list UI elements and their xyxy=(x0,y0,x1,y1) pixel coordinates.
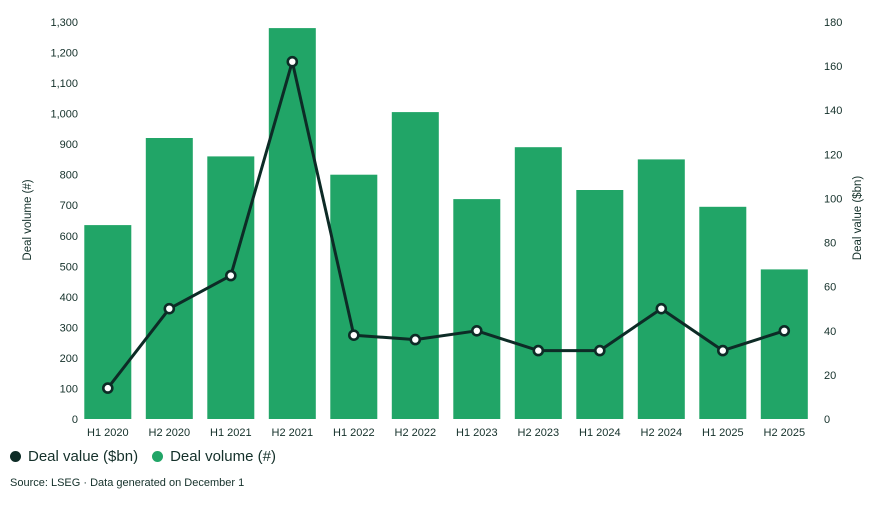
line-point-H1 2020 xyxy=(102,382,114,394)
source-note: Source: LSEG · Data generated on Decembe… xyxy=(10,477,245,489)
bar-H1 2024 xyxy=(576,190,624,419)
left-tick-label: 100 xyxy=(60,384,78,396)
x-tick-label: H2 2025 xyxy=(764,427,806,439)
left-tick-label: 800 xyxy=(60,170,78,182)
legend-label-deal-volume: Deal volume (#) xyxy=(170,448,276,465)
right-tick-label: 0 xyxy=(824,414,830,426)
left-tick-label: 900 xyxy=(60,139,78,151)
bar-H2 2025 xyxy=(760,269,808,419)
right-tick-label: 140 xyxy=(824,105,842,117)
line-point-H1 2025 xyxy=(716,344,729,357)
right-tick-label: 180 xyxy=(824,17,842,29)
right-tick-label: 80 xyxy=(824,238,836,250)
left-tick-label: 200 xyxy=(60,353,78,365)
bar-H2 2021 xyxy=(268,28,316,419)
left-tick-label: 0 xyxy=(72,414,78,426)
legend: Deal value ($bn) Deal volume (#) xyxy=(0,448,874,465)
x-tick-label: H1 2024 xyxy=(579,427,621,439)
left-tick-label: 500 xyxy=(60,261,78,273)
line-point-H1 2023 xyxy=(470,324,483,337)
x-tick-label: H2 2024 xyxy=(641,427,683,439)
bar-H1 2022 xyxy=(330,174,378,419)
legend-dot-deal-value-icon xyxy=(10,451,21,462)
x-tick-label: H1 2021 xyxy=(210,427,252,439)
left-tick-label: 700 xyxy=(60,200,78,212)
x-tick-label: H2 2023 xyxy=(518,427,560,439)
x-tick-label: H2 2020 xyxy=(149,427,191,439)
line-point-H2 2024 xyxy=(655,302,668,315)
line-point-H2 2021 xyxy=(286,55,299,68)
deal-value-line xyxy=(106,60,786,390)
bar-H2 2024 xyxy=(637,159,685,419)
combo-chart: 01002003004005006007008009001,0001,1001,… xyxy=(22,17,864,439)
bar-H2 2022 xyxy=(391,112,439,419)
left-tick-label: 1,100 xyxy=(50,78,78,90)
left-tick-label: 1,300 xyxy=(50,17,78,29)
line-point-H2 2025 xyxy=(778,324,791,337)
line-point-H2 2022 xyxy=(409,333,422,346)
x-tick-label: H1 2023 xyxy=(456,427,498,439)
legend-item-deal-volume: Deal volume (#) xyxy=(152,448,276,465)
line-point-H1 2021 xyxy=(225,269,237,282)
left-tick-label: 1,200 xyxy=(50,48,78,60)
axis-layer: 01002003004005006007008009001,0001,1001,… xyxy=(22,17,864,439)
legend-dot-deal-volume-icon xyxy=(152,451,164,462)
line-point-H2 2023 xyxy=(532,344,545,357)
left-tick-label: 600 xyxy=(60,231,78,243)
left-tick-label: 400 xyxy=(60,292,78,304)
left-tick-label: 1,000 xyxy=(50,109,78,121)
right-tick-label: 160 xyxy=(824,61,842,73)
x-tick-label: H1 2022 xyxy=(333,427,375,439)
x-tick-label: H2 2021 xyxy=(272,427,314,439)
bars-layer xyxy=(84,28,808,419)
line-point-H1 2022 xyxy=(347,329,360,342)
bar-H1 2023 xyxy=(453,199,501,419)
legend-label-deal-value: Deal value ($bn) xyxy=(28,448,139,465)
bar-H2 2020 xyxy=(145,138,193,419)
right-tick-label: 120 xyxy=(824,149,842,161)
right-tick-label: 20 xyxy=(824,370,836,382)
legend-item-deal-value: Deal value ($bn) xyxy=(10,448,138,465)
bar-H1 2021 xyxy=(207,156,255,419)
left-tick-label: 300 xyxy=(60,322,78,334)
bar-H2 2023 xyxy=(514,147,562,419)
bar-H1 2025 xyxy=(699,206,747,419)
line-point-H1 2024 xyxy=(593,344,606,357)
right-axis-title: Deal value ($bn) xyxy=(852,176,864,261)
line-layer xyxy=(102,55,791,394)
right-tick-label: 60 xyxy=(824,282,836,294)
x-tick-label: H2 2022 xyxy=(395,427,437,439)
right-tick-label: 100 xyxy=(824,193,842,205)
left-axis-title: Deal volume (#) xyxy=(22,179,34,260)
x-tick-label: H1 2020 xyxy=(87,427,129,439)
line-point-H2 2020 xyxy=(163,302,176,315)
right-tick-label: 40 xyxy=(824,326,836,338)
x-tick-label: H1 2025 xyxy=(702,427,744,439)
